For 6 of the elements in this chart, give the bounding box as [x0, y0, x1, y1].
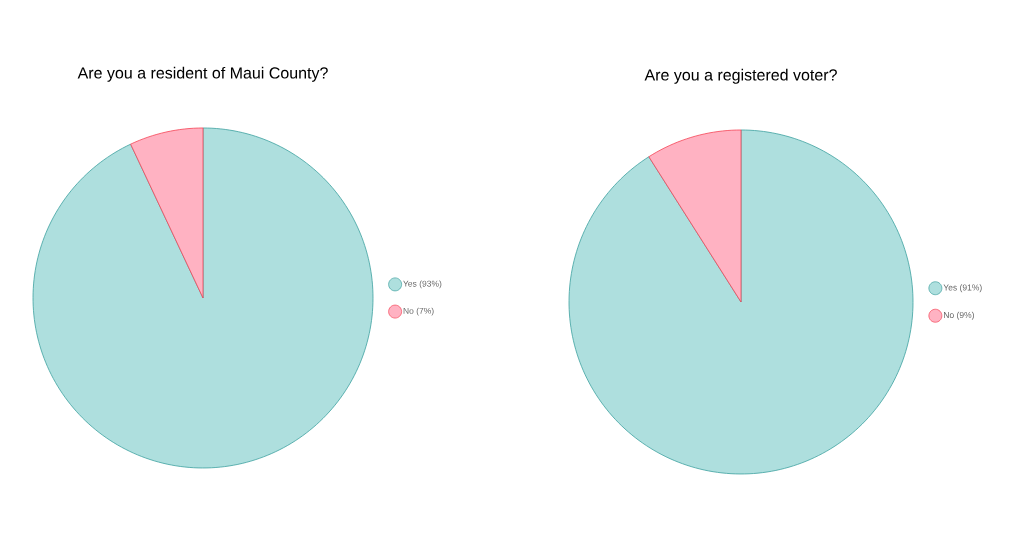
chart-title: Are you a resident of Maui County? — [77, 66, 328, 82]
chart-title: Are you a registered voter? — [644, 68, 837, 84]
legend-label: Yes (93%) — [403, 280, 442, 289]
legend-label: No (7%) — [403, 307, 434, 316]
legend-label: No (9%) — [944, 311, 974, 320]
legend-label: Yes (91%) — [943, 284, 982, 293]
